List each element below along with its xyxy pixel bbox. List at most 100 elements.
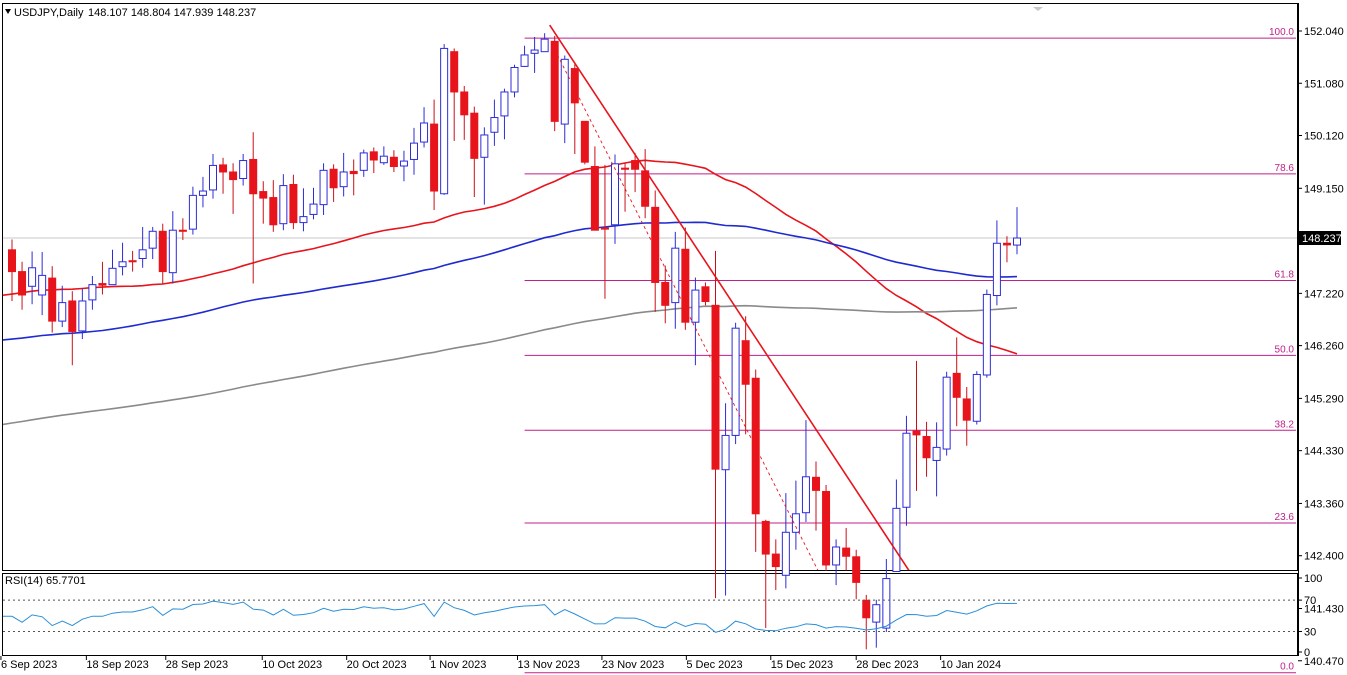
candle xyxy=(952,337,961,427)
ma-200-line xyxy=(3,304,1018,426)
candle xyxy=(349,159,358,196)
candle-body-bull xyxy=(38,274,47,296)
candle-body-bull xyxy=(1013,237,1021,246)
rsi-label: RSI(14) 65.7701 xyxy=(5,575,86,587)
candle xyxy=(148,226,157,260)
candle-body-bear xyxy=(550,40,559,122)
candle xyxy=(209,154,217,199)
candle xyxy=(761,519,770,629)
candle xyxy=(88,275,97,310)
candle-body-bull xyxy=(892,507,901,572)
candle xyxy=(420,107,429,148)
candle-body-bull xyxy=(440,47,449,195)
candle xyxy=(912,360,921,491)
candle xyxy=(188,186,197,235)
candle xyxy=(28,251,37,305)
candle-body-bull xyxy=(88,284,97,301)
candle-body-bear xyxy=(219,164,228,173)
candle xyxy=(671,231,680,329)
candle-body-bull xyxy=(108,267,117,286)
symbol-dropdown-icon[interactable] xyxy=(5,9,11,14)
candle-body-bear xyxy=(701,286,710,303)
candle-body-bear xyxy=(812,476,820,491)
candle-body-bear xyxy=(631,160,640,170)
candle-body-bear xyxy=(178,229,187,232)
candle-body-bull xyxy=(198,190,207,196)
candle xyxy=(178,218,187,241)
date-label: 13 Nov 2023 xyxy=(518,659,580,671)
rsi-line xyxy=(3,600,1018,633)
candle-body-bear xyxy=(269,197,278,226)
trendlines xyxy=(549,24,910,570)
candle xyxy=(319,163,328,215)
candle xyxy=(822,484,831,571)
candle xyxy=(269,180,278,232)
candle-body-bear xyxy=(18,271,27,296)
candle-body-bull xyxy=(118,261,127,268)
candle xyxy=(932,422,941,497)
candle-body-bear xyxy=(822,490,831,566)
candle xyxy=(78,288,87,340)
price-label: 149.150 xyxy=(1304,183,1344,195)
candle xyxy=(440,44,449,195)
candle-body-bear xyxy=(842,547,851,557)
candle-body-bear xyxy=(852,556,861,583)
candle xyxy=(500,88,509,140)
candle-body-bull xyxy=(671,247,680,304)
candle-body-bear xyxy=(600,227,609,230)
candle xyxy=(460,85,469,140)
candle-body-bull xyxy=(872,604,881,623)
fib-level-label: 100.0 xyxy=(1269,27,1294,38)
candle-body-bull xyxy=(209,164,217,191)
rsi-indicator: 100 70 30 0 xyxy=(3,573,1322,659)
fib-level-label: 61.8 xyxy=(1275,270,1295,281)
candle-body-bull xyxy=(691,289,700,323)
ohlc-values: 148.107 148.804 147.939 148.237 xyxy=(88,7,256,19)
candle-body-bull xyxy=(942,376,951,450)
candle xyxy=(1002,236,1011,263)
candle xyxy=(239,154,248,186)
candle xyxy=(540,33,549,53)
fib-level-label: 78.6 xyxy=(1275,163,1295,174)
candle-body-bear xyxy=(711,304,720,470)
candle-body-bull xyxy=(490,117,499,133)
ma-50-line xyxy=(3,159,1018,355)
fib-level-label: 23.6 xyxy=(1275,512,1295,523)
candle xyxy=(309,187,318,220)
candle xyxy=(289,174,298,230)
candle xyxy=(972,371,981,425)
candle-body-bull xyxy=(148,230,157,249)
candle xyxy=(1013,207,1021,255)
candle xyxy=(550,35,559,132)
candle xyxy=(158,223,167,285)
candle xyxy=(379,146,388,165)
candle xyxy=(681,227,690,330)
candle-body-bull xyxy=(932,446,941,461)
candle xyxy=(389,150,398,172)
candle-body-bear xyxy=(922,436,931,459)
candle-body-bull xyxy=(500,91,509,117)
candle-body-bear xyxy=(450,51,459,93)
candle xyxy=(369,147,378,174)
candle xyxy=(279,174,288,231)
candle xyxy=(329,164,338,202)
candle-body-bear xyxy=(98,283,107,286)
candle-body-bear xyxy=(48,277,57,322)
candle-body-bear xyxy=(641,170,650,207)
price-label: 140.470 xyxy=(1304,656,1344,668)
candle-body-bull xyxy=(510,66,519,93)
candle-body-bull xyxy=(520,54,529,67)
candle-body-bull xyxy=(540,38,549,53)
scroll-marker-icon[interactable] xyxy=(1033,7,1043,11)
candle-body-bear xyxy=(8,249,16,273)
candle xyxy=(842,527,851,571)
candle-body-bull xyxy=(480,134,489,158)
candle xyxy=(128,250,137,272)
date-label: 20 Oct 2023 xyxy=(347,659,407,671)
candle-body-bull xyxy=(410,142,418,160)
candle xyxy=(801,420,810,522)
candle-body-bull xyxy=(239,160,248,180)
candle-body-bull xyxy=(902,432,911,508)
fib-level-label: 50.0 xyxy=(1275,344,1295,355)
